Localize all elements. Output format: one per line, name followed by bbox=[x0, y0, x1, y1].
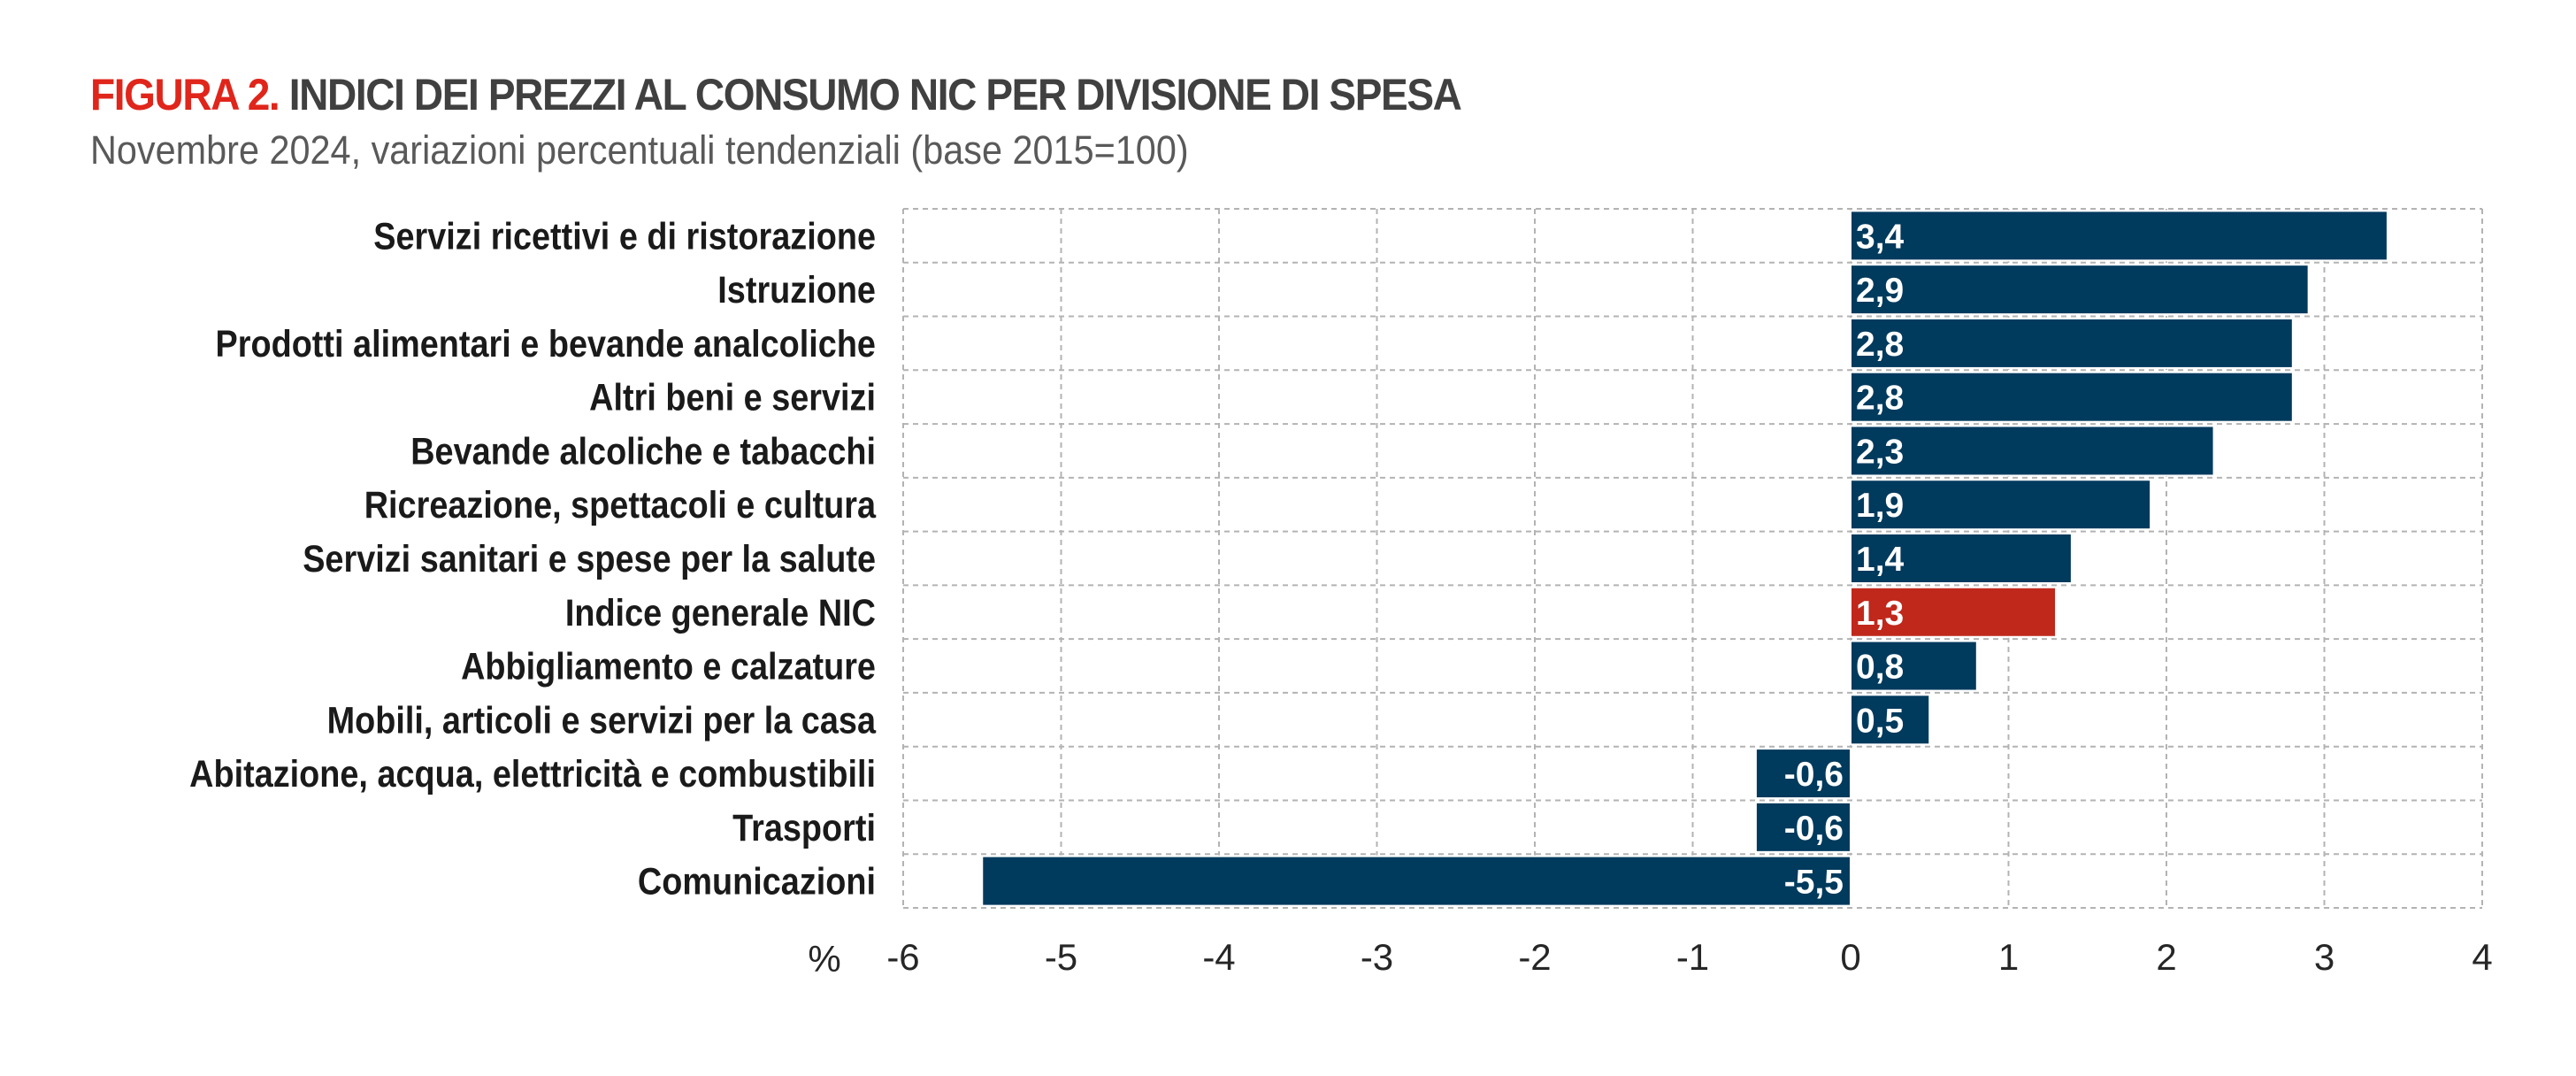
category-label: Istruzione bbox=[717, 268, 876, 311]
category-label: Abitazione, acqua, elettricità e combust… bbox=[189, 752, 876, 795]
category-label: Servizi sanitari e spese per la salute bbox=[303, 537, 876, 580]
chart-title: FIGURA 2. INDICI DEI PREZZI AL CONSUMO N… bbox=[90, 69, 1462, 120]
category-label: Indice generale NIC bbox=[565, 590, 876, 634]
bar bbox=[1850, 371, 2294, 423]
bars: 3,4 2,9 2,8 2,8 2,3 1,9 1,4 1,3 0,8 0,5 -0,6 -0,6 -5… bbox=[981, 210, 2388, 907]
category-label: Prodotti alimentari e bevande analcolich… bbox=[216, 322, 876, 365]
data-label: 2,8 bbox=[1856, 326, 1904, 364]
bar bbox=[1850, 586, 2058, 638]
category-label: Comunicazioni bbox=[638, 859, 876, 903]
category-label: Bevande alcoliche e tabacchi bbox=[410, 429, 876, 473]
x-tick-label: -4 bbox=[1202, 936, 1235, 978]
data-label: -5,5 bbox=[1784, 864, 1844, 902]
chart-subtitle: Novembre 2024, variazioni percentuali te… bbox=[90, 127, 1189, 173]
bar bbox=[1754, 801, 1852, 853]
category-label: Altri beni e servizi bbox=[589, 375, 876, 419]
bar bbox=[1850, 694, 1931, 746]
grid-lines bbox=[902, 208, 2483, 909]
bar bbox=[1850, 264, 2310, 316]
data-label: 2,3 bbox=[1856, 433, 1904, 471]
bar bbox=[1850, 640, 1978, 692]
x-tick-label: 1 bbox=[1998, 936, 2019, 978]
data-label: -0,6 bbox=[1784, 810, 1844, 848]
bar bbox=[981, 855, 1852, 907]
x-tick-label: -6 bbox=[886, 936, 919, 978]
x-tick-label: -3 bbox=[1361, 936, 1393, 978]
data-label: 2,9 bbox=[1856, 272, 1904, 310]
x-axis-unit: % bbox=[808, 938, 840, 980]
category-label: Mobili, articoli e servizi per la casa bbox=[327, 698, 877, 742]
category-label: Abbigliamento e calzature bbox=[461, 644, 876, 688]
data-label: -0,6 bbox=[1784, 756, 1844, 794]
bar bbox=[1850, 533, 2073, 584]
x-tick-label: 3 bbox=[2314, 936, 2334, 978]
category-label: Servizi ricettivi e di ristorazione bbox=[373, 214, 876, 257]
data-label: 1,9 bbox=[1856, 487, 1904, 525]
data-label: 2,8 bbox=[1856, 380, 1904, 418]
x-tick-labels: -6 -5 -4 -3 -2 -1 0 1 2 3 4 bbox=[886, 936, 2492, 978]
x-tick-label: 2 bbox=[2156, 936, 2176, 978]
figure-label: FIGURA 2. bbox=[90, 70, 280, 119]
bar bbox=[1754, 748, 1852, 800]
category-labels: Servizi ricettivi e di ristorazione Istru… bbox=[189, 214, 876, 903]
bar bbox=[1850, 425, 2215, 477]
x-tick-label: -5 bbox=[1045, 936, 1077, 978]
bar bbox=[1850, 210, 2388, 262]
x-tick-label: 4 bbox=[2472, 936, 2492, 978]
category-label: Trasporti bbox=[732, 806, 876, 849]
x-tick-label: -1 bbox=[1676, 936, 1709, 978]
data-label: 1,4 bbox=[1856, 541, 1905, 579]
data-label: 0,5 bbox=[1856, 702, 1904, 740]
x-tick-label: -2 bbox=[1518, 936, 1551, 978]
bar bbox=[1850, 317, 2294, 369]
x-tick-label: 0 bbox=[1840, 936, 1860, 978]
data-label: 1,3 bbox=[1856, 595, 1904, 633]
category-label: Ricreazione, spettacoli e cultura bbox=[364, 483, 877, 526]
bar bbox=[1850, 479, 2152, 531]
figure-title: INDICI DEI PREZZI AL CONSUMO NIC PER DIV… bbox=[288, 70, 1462, 119]
data-label: 0,8 bbox=[1856, 649, 1904, 687]
data-label: 3,4 bbox=[1856, 218, 1905, 256]
